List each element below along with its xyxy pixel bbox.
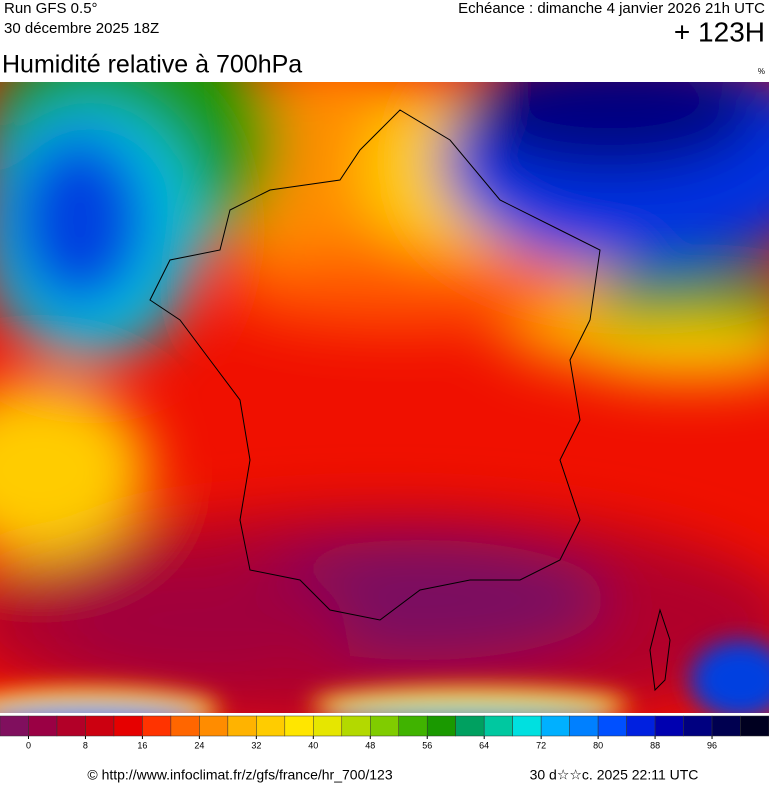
colorbar-cell bbox=[569, 715, 599, 737]
colorbar-tick-label: 88 bbox=[650, 740, 660, 750]
colorbar-cell bbox=[626, 715, 656, 737]
lead-time: + 123H bbox=[674, 16, 765, 47]
colorbar-tick-label: 16 bbox=[137, 740, 147, 750]
colorbar: 0 8 16 24 32 40 48 56 64 72 80 88 96 bbox=[0, 715, 769, 750]
colorbar-tick-label: 24 bbox=[194, 740, 204, 750]
colorbar-tick-label: 0 bbox=[26, 740, 31, 750]
colorbar-cell bbox=[113, 715, 143, 737]
colorbar-tick-label: 40 bbox=[308, 740, 318, 750]
colorbar-cell bbox=[654, 715, 684, 737]
colorbar-tick-label: 80 bbox=[593, 740, 603, 750]
colorbar-tick-label: 64 bbox=[479, 740, 489, 750]
colorbar-cell bbox=[540, 715, 570, 737]
colorbar-tick-label: 32 bbox=[251, 740, 261, 750]
colorbar-cell bbox=[313, 715, 343, 737]
unit-label: % bbox=[758, 67, 765, 76]
source-url: © http://www.infoclimat.fr/z/gfs/france/… bbox=[87, 767, 392, 783]
humidity-map bbox=[0, 82, 769, 713]
colorbar-cell bbox=[170, 715, 200, 737]
colorbar-cell bbox=[370, 715, 399, 737]
map-title: Humidité relative à 700hPa bbox=[2, 51, 302, 79]
colorbar-cell bbox=[483, 715, 513, 737]
run-date: 30 décembre 2025 18Z bbox=[4, 20, 159, 37]
colorbar-cell bbox=[740, 715, 769, 737]
colorbar-cell bbox=[85, 715, 115, 737]
colorbar-cell bbox=[227, 715, 257, 737]
generated-time: 30 d☆☆c. 2025 22:11 UTC bbox=[530, 767, 699, 783]
colorbar-cell bbox=[256, 715, 286, 737]
colorbar-tick-label: 96 bbox=[707, 740, 717, 750]
colorbar-tick-label: 8 bbox=[83, 740, 88, 750]
colorbar-cell bbox=[0, 715, 29, 737]
colorbar-cell bbox=[711, 715, 741, 737]
colorbar-cell bbox=[683, 715, 713, 737]
colorbar-cell bbox=[28, 715, 58, 737]
valid-time: Echéance : dimanche 4 janvier 2026 21h U… bbox=[458, 0, 765, 17]
colorbar-tick-label: 48 bbox=[365, 740, 375, 750]
colorbar-cell bbox=[199, 715, 229, 737]
colorbar-tick-label: 72 bbox=[536, 740, 546, 750]
colorbar-cell bbox=[341, 715, 371, 737]
run-label: Run GFS 0.5° bbox=[4, 0, 98, 17]
colorbar-tick-label: 56 bbox=[422, 740, 432, 750]
colorbar-cell bbox=[512, 715, 542, 737]
colorbar-cell bbox=[284, 715, 314, 737]
colorbar-cell bbox=[426, 715, 456, 737]
colorbar-cell bbox=[455, 715, 485, 737]
colorbar-cell bbox=[597, 715, 627, 737]
colorbar-cell bbox=[56, 715, 86, 737]
colorbar-cell bbox=[398, 715, 428, 737]
colorbar-cell bbox=[142, 715, 172, 737]
